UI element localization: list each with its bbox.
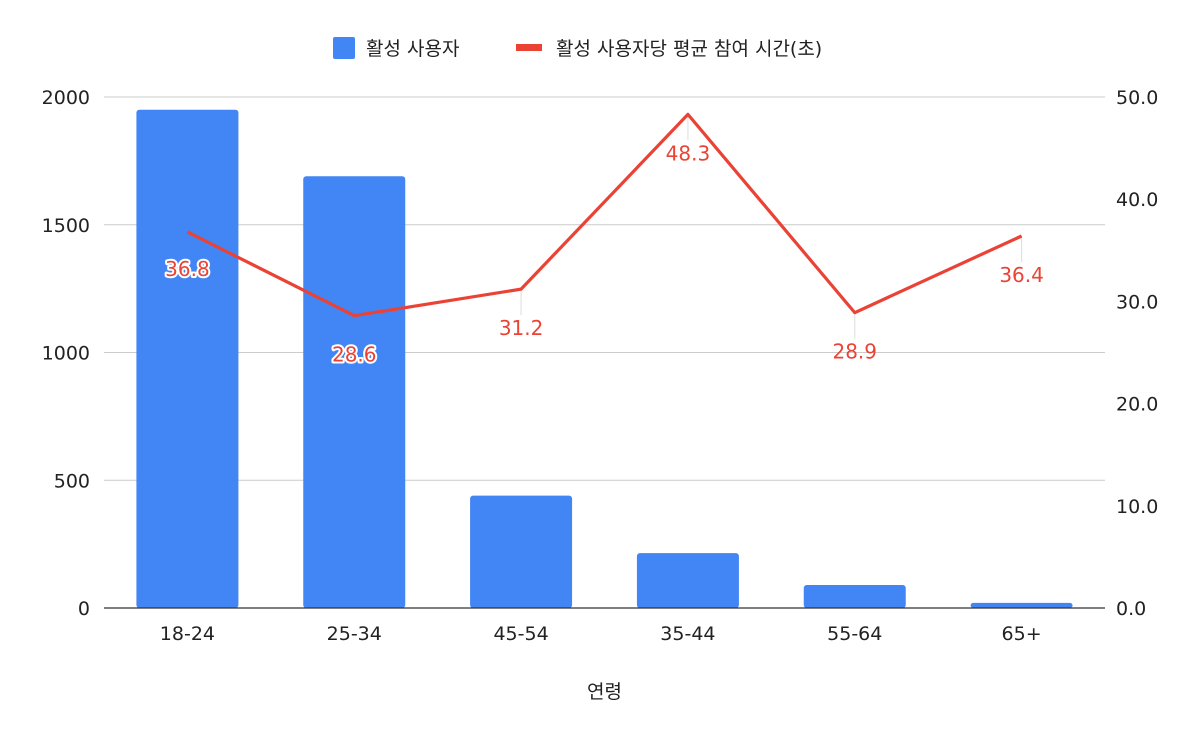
line-data-label: 31.2 [499, 316, 544, 340]
legend: 활성 사용자 활성 사용자당 평균 참여 시간(초) [333, 37, 822, 60]
x-axis-title: 연령 [587, 681, 622, 703]
left-y-tick-label: 2000 [42, 87, 90, 109]
right-y-tick-label: 0.0 [1116, 598, 1146, 620]
right-y-axis: 0.0 10.0 20.0 30.0 40.0 50.0 [1116, 87, 1158, 620]
x-tick-label: 25-34 [327, 623, 382, 645]
left-y-tick-label: 1000 [42, 343, 90, 365]
bar-25-34 [303, 176, 406, 608]
bar-55-64 [803, 585, 906, 608]
bar-65+ [970, 602, 1073, 608]
line-series-avg-engagement [186, 112, 1023, 339]
line-data-label: 36.8 [165, 257, 210, 281]
legend-item-avg-engagement: 활성 사용자당 평균 참여 시간(초) [516, 38, 822, 60]
legend-swatch-bar [333, 37, 355, 59]
left-y-tick-label: 0 [78, 598, 90, 620]
bar-series-active-users [136, 109, 1073, 609]
left-y-tick-label: 1500 [42, 215, 90, 237]
right-y-tick-label: 40.0 [1116, 189, 1158, 211]
x-tick-label: 55-64 [827, 623, 882, 645]
line-data-label: 48.3 [666, 141, 711, 165]
x-tick-label: 35-44 [660, 623, 715, 645]
legend-swatch-line [516, 44, 542, 51]
avg-engagement-line [186, 112, 1023, 318]
right-y-tick-label: 20.0 [1116, 394, 1158, 416]
line-data-label: 28.9 [832, 340, 877, 364]
right-y-tick-label: 50.0 [1116, 87, 1158, 109]
legend-item-active-users: 활성 사용자 [333, 37, 459, 60]
right-y-tick-label: 30.0 [1116, 291, 1158, 313]
bar-45-54 [470, 495, 573, 608]
x-tick-label: 65+ [1002, 623, 1042, 645]
bar-18-24 [136, 109, 239, 609]
line-data-label: 36.4 [999, 263, 1044, 287]
right-y-tick-label: 10.0 [1116, 496, 1158, 518]
legend-label: 활성 사용자당 평균 참여 시간(초) [556, 38, 822, 60]
legend-label: 활성 사용자 [366, 38, 459, 60]
left-y-axis: 0 500 1000 1500 2000 [42, 87, 90, 620]
left-y-tick-label: 500 [54, 470, 90, 492]
x-tick-label: 18-24 [160, 623, 215, 645]
x-tick-label: 45-54 [493, 623, 548, 645]
line-data-labels: 36.8 28.6 31.2 48.3 28.9 36.4 [163, 141, 1044, 368]
gridlines [104, 96, 1105, 481]
line-data-label: 28.6 [332, 343, 377, 367]
bar-35-44 [636, 553, 739, 608]
x-axis: 18-24 25-34 45-54 35-44 55-64 65+ 연령 [160, 623, 1042, 703]
